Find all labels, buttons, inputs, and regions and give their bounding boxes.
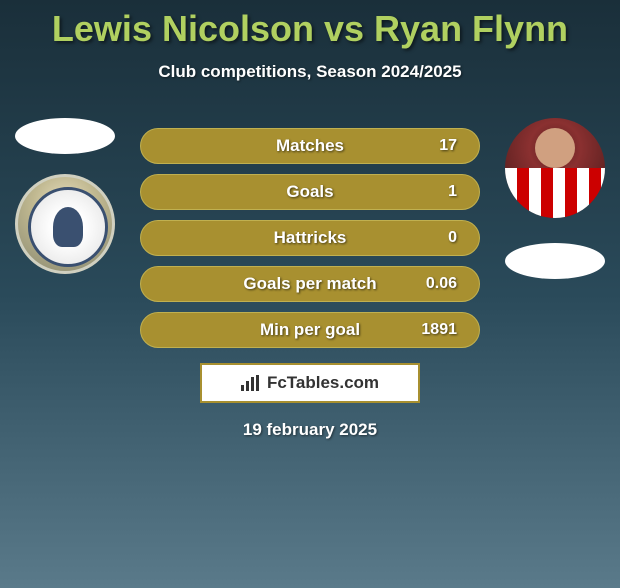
stat-value: 1 [448, 183, 457, 201]
stat-value: 0 [448, 229, 457, 247]
stat-label: Min per goal [163, 320, 457, 340]
stats-container: Matches 17 Goals 1 Hattricks 0 Goals per… [140, 128, 480, 358]
stat-row-goals: Goals 1 [140, 174, 480, 210]
right-player-panel [500, 118, 610, 279]
stat-value: 0.06 [426, 275, 457, 293]
subtitle: Club competitions, Season 2024/2025 [0, 62, 620, 82]
thistle-icon [53, 207, 83, 247]
right-player-photo [505, 118, 605, 218]
stat-label: Goals [163, 182, 457, 202]
stat-row-hattricks: Hattricks 0 [140, 220, 480, 256]
stat-value: 1891 [421, 321, 457, 339]
page-title: Lewis Nicolson vs Ryan Flynn [0, 8, 620, 50]
source-text: FcTables.com [267, 373, 379, 393]
left-player-placeholder [15, 118, 115, 154]
bar-chart-icon [241, 375, 261, 391]
stat-label: Goals per match [163, 274, 457, 294]
stat-row-matches: Matches 17 [140, 128, 480, 164]
stat-row-goals-per-match: Goals per match 0.06 [140, 266, 480, 302]
kit-stripes-icon [505, 168, 605, 218]
stat-label: Hattricks [163, 228, 457, 248]
player-head-icon [535, 128, 575, 168]
left-club-badge [15, 174, 115, 274]
stat-label: Matches [163, 136, 457, 156]
stat-row-min-per-goal: Min per goal 1891 [140, 312, 480, 348]
source-link[interactable]: FcTables.com [200, 363, 420, 403]
right-player-placeholder [505, 243, 605, 279]
left-player-panel [10, 118, 120, 274]
date-label: 19 february 2025 [0, 420, 620, 440]
stat-value: 17 [439, 137, 457, 155]
